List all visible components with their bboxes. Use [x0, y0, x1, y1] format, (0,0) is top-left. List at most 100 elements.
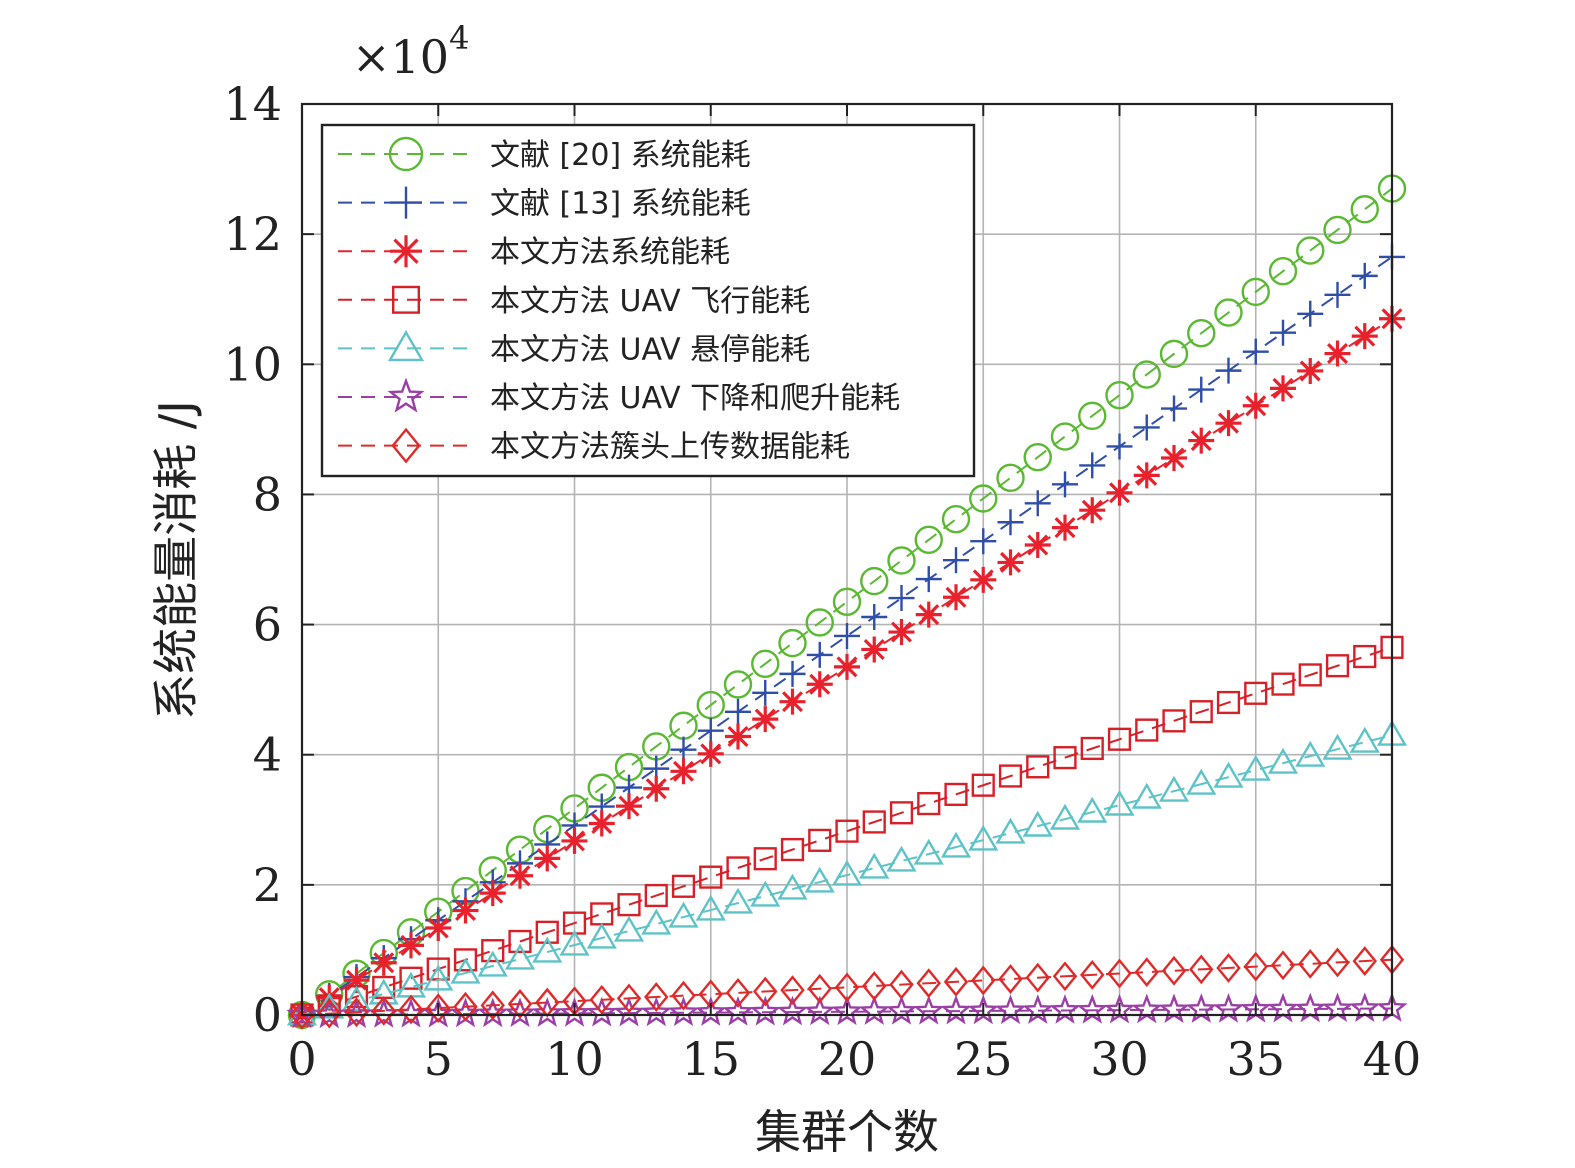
legend-label: 本文方法簇头上传数据能耗 — [490, 430, 850, 465]
series-marker — [1297, 357, 1324, 384]
y-tick-label: 2 — [253, 858, 282, 912]
series-marker — [1216, 690, 1241, 715]
series-marker — [1270, 319, 1296, 346]
series-marker — [1215, 357, 1242, 384]
series-marker — [943, 584, 969, 611]
series-marker — [1243, 951, 1268, 982]
series-marker — [751, 649, 780, 678]
series-marker — [1024, 490, 1051, 517]
series-marker — [1268, 257, 1298, 286]
series-marker — [286, 998, 318, 1029]
series-marker — [1214, 298, 1243, 327]
series-marker — [479, 880, 506, 907]
series-marker — [667, 996, 700, 1026]
series-marker — [1188, 427, 1215, 454]
series-marker — [806, 641, 833, 668]
legend-marker — [387, 377, 425, 413]
series-marker — [1325, 654, 1350, 678]
series-marker — [286, 999, 318, 1026]
series-marker — [888, 619, 915, 646]
series-marker — [1297, 300, 1324, 327]
series-marker — [616, 983, 642, 1014]
series-marker — [804, 866, 835, 893]
series-marker — [699, 865, 723, 889]
x-tick-label: 10 — [545, 1032, 604, 1086]
series-marker — [862, 971, 887, 1001]
series-marker — [1022, 810, 1053, 837]
series-marker — [1270, 375, 1296, 402]
series-marker — [971, 965, 996, 996]
series-marker — [1296, 236, 1325, 265]
series-marker — [834, 653, 860, 680]
series-marker — [1133, 414, 1160, 441]
legend-label: 本文方法 UAV 悬停能耗 — [490, 332, 810, 367]
series-marker — [1240, 754, 1271, 781]
y-tick-label: 8 — [253, 467, 282, 521]
legend-item: 本文方法系统能耗 — [338, 235, 730, 270]
x-tick-label: 5 — [424, 1032, 453, 1086]
series-marker — [1050, 422, 1080, 451]
series-marker — [477, 950, 508, 977]
series-marker — [780, 975, 805, 1006]
series-marker — [860, 566, 889, 596]
series-marker — [399, 966, 423, 990]
series-marker — [998, 764, 1023, 788]
y-tick-label: 4 — [253, 728, 282, 782]
series-marker — [1022, 994, 1054, 1024]
series-marker — [1322, 733, 1353, 760]
series-marker — [940, 994, 972, 1025]
legend-label: 本文方法 UAV 下降和爬升能耗 — [490, 381, 900, 416]
series-marker — [752, 706, 779, 733]
series-4 — [290, 635, 1404, 1027]
legend-marker — [388, 136, 424, 172]
y-multiplier-exponent: 4 — [449, 19, 469, 57]
series-marker — [1079, 497, 1106, 524]
series-marker — [1349, 726, 1380, 753]
series-marker — [1052, 514, 1078, 541]
series-marker — [1185, 993, 1217, 1023]
series-line — [301, 187, 1393, 1016]
series-marker — [453, 991, 478, 1022]
series-marker — [725, 723, 751, 750]
series-marker — [371, 995, 396, 1026]
series-marker — [970, 566, 997, 593]
legend-item: 本文方法 UAV 悬停能耗 — [338, 330, 810, 367]
series-marker — [913, 994, 945, 1025]
series-marker — [558, 996, 591, 1027]
series-marker — [1325, 947, 1350, 978]
series-marker — [613, 915, 645, 942]
series-marker — [1161, 395, 1187, 422]
series-marker — [423, 964, 454, 991]
series-marker — [832, 587, 862, 616]
series-marker — [534, 845, 561, 872]
series-marker — [643, 775, 670, 802]
series-marker — [1052, 961, 1078, 992]
x-tick-label: 40 — [1363, 1032, 1422, 1086]
y-multiplier-base: ×10 — [352, 30, 449, 84]
series-marker — [504, 997, 536, 1027]
series-marker — [889, 801, 914, 825]
series-marker — [532, 936, 563, 963]
series-marker — [831, 995, 863, 1026]
series-marker — [1049, 993, 1081, 1024]
series-marker — [1161, 955, 1187, 986]
series-marker — [778, 628, 807, 658]
y-tick-label: 10 — [223, 337, 282, 391]
series-marker — [668, 901, 699, 928]
series-5 — [286, 719, 1408, 1026]
series-marker — [943, 547, 969, 574]
series-marker — [967, 994, 999, 1025]
series-marker — [1026, 755, 1050, 779]
series-marker — [613, 996, 645, 1027]
x-tick-label: 20 — [818, 1032, 877, 1086]
series-marker — [887, 546, 916, 575]
series-marker — [450, 957, 481, 984]
series-marker — [997, 549, 1024, 576]
series-marker — [862, 810, 886, 834]
series-marker — [586, 996, 618, 1027]
series-marker — [616, 793, 642, 820]
legend-item: 文献 [13] 系统能耗 — [338, 186, 751, 222]
series-marker — [971, 773, 995, 797]
series-marker — [671, 874, 696, 898]
series-marker — [808, 828, 832, 852]
